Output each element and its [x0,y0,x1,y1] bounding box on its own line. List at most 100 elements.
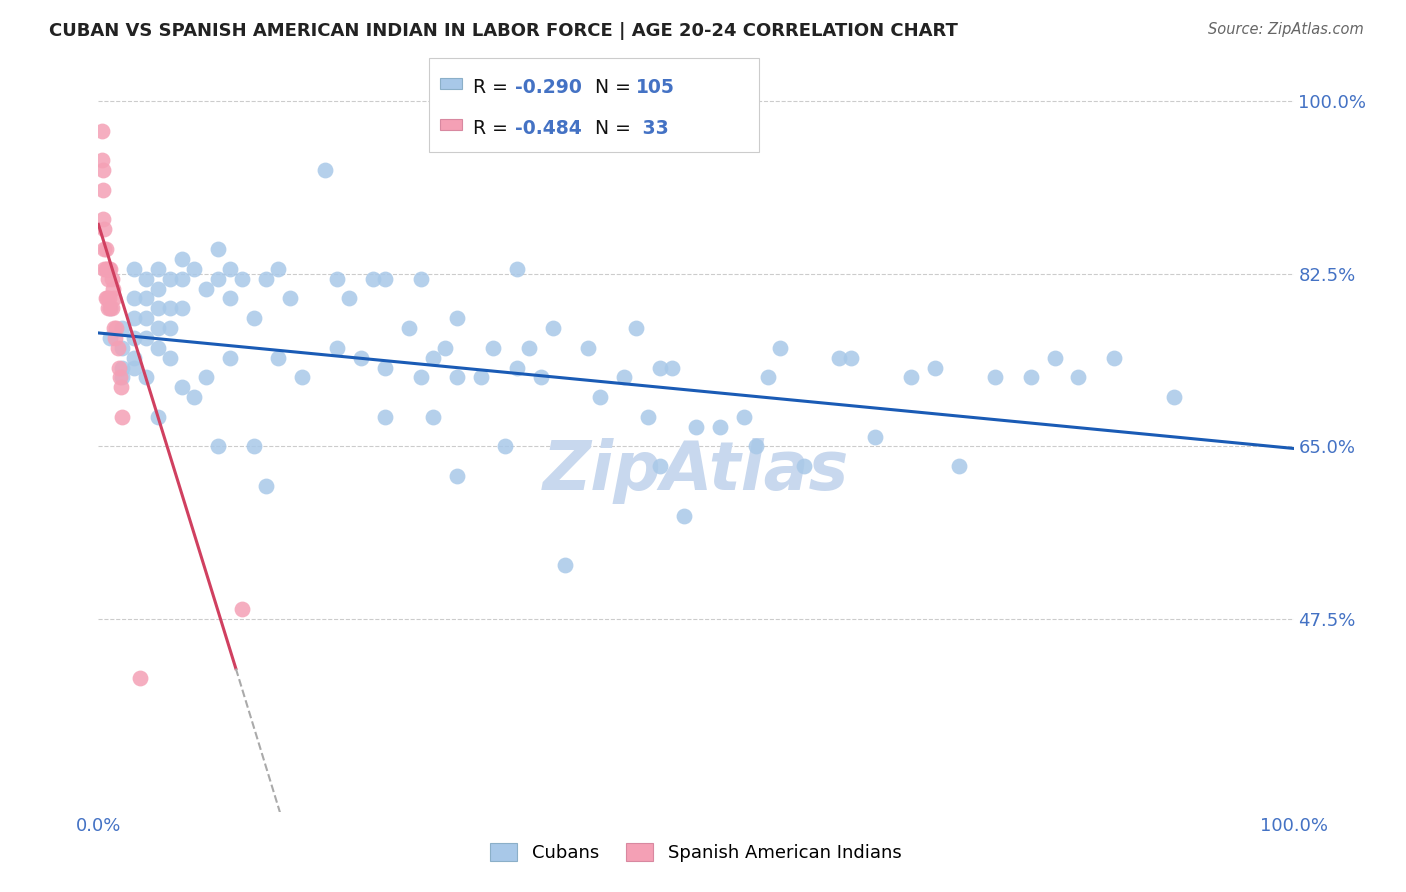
Point [350,351,373,365]
Point [159,351,181,365]
Point [506,360,529,375]
Point [626,321,648,335]
Point [768,341,790,355]
Point [434,341,457,355]
Point [207,440,229,454]
Point [195,281,218,295]
Text: -0.484: -0.484 [515,119,582,137]
Text: ZipAtlas: ZipAtlas [543,438,849,504]
Point [98,301,122,316]
Point [93,261,115,276]
Text: N =: N = [595,119,637,137]
Text: R =: R = [472,119,513,137]
Point [98,292,121,306]
Point [148,321,170,335]
Point [1163,390,1185,404]
Point [363,271,385,285]
Point [1043,351,1066,365]
Point [111,409,134,424]
Point [105,321,128,335]
Point [104,331,127,345]
Text: CUBAN VS SPANISH AMERICAN INDIAN IN LABOR FORCE | AGE 20-24 CORRELATION CHART: CUBAN VS SPANISH AMERICAN INDIAN IN LABO… [49,22,957,40]
Point [709,419,731,434]
Point [98,261,121,276]
Point [841,351,863,365]
Point [107,360,129,375]
Point [470,370,492,384]
Point [103,292,125,306]
Point [254,479,277,493]
Point [219,351,242,365]
Point [733,409,755,424]
Point [91,212,114,227]
Point [756,370,779,384]
Point [135,370,157,384]
Point [219,261,242,276]
Point [107,341,129,355]
Point [231,271,253,285]
Point [97,271,120,285]
Point [661,360,683,375]
Point [183,261,205,276]
Point [554,558,576,572]
Point [326,271,349,285]
Point [326,341,349,355]
Point [578,341,600,355]
Point [267,261,290,276]
Point [374,409,396,424]
Point [446,469,468,483]
Point [219,292,242,306]
Point [93,242,115,256]
Point [374,360,396,375]
Point [172,380,194,394]
Point [124,360,146,375]
Point [541,321,564,335]
Point [411,370,433,384]
Point [517,341,540,355]
Point [111,321,134,335]
Point [110,380,132,394]
Point [315,163,337,178]
Point [124,351,146,365]
Point [745,440,768,454]
Point [98,261,122,276]
Point [91,163,114,178]
Point [637,409,659,424]
Point [172,301,194,316]
Point [374,271,396,285]
Point [648,360,672,375]
Point [339,292,361,306]
Point [148,409,170,424]
Point [96,292,118,306]
Point [124,261,146,276]
Point [195,370,218,384]
Point [98,301,122,316]
Point [494,440,516,454]
Legend: Cubans, Spanish American Indians: Cubans, Spanish American Indians [484,836,908,870]
Point [103,321,125,335]
Point [172,271,194,285]
Point [135,292,157,306]
Point [685,419,707,434]
Text: 105: 105 [636,78,675,96]
Point [96,261,118,276]
Point [94,292,117,306]
Point [159,321,181,335]
Point [828,351,851,365]
Point [924,360,946,375]
Point [97,301,120,316]
Point [91,123,114,137]
Point [159,301,181,316]
Point [207,271,229,285]
Point [148,301,170,316]
Point [948,459,970,474]
Point [108,370,131,384]
Point [243,311,266,326]
Point [231,602,253,616]
Point [101,281,124,295]
Point [159,271,181,285]
Point [111,370,134,384]
Point [422,409,444,424]
Text: N =: N = [595,78,637,96]
Point [135,271,157,285]
